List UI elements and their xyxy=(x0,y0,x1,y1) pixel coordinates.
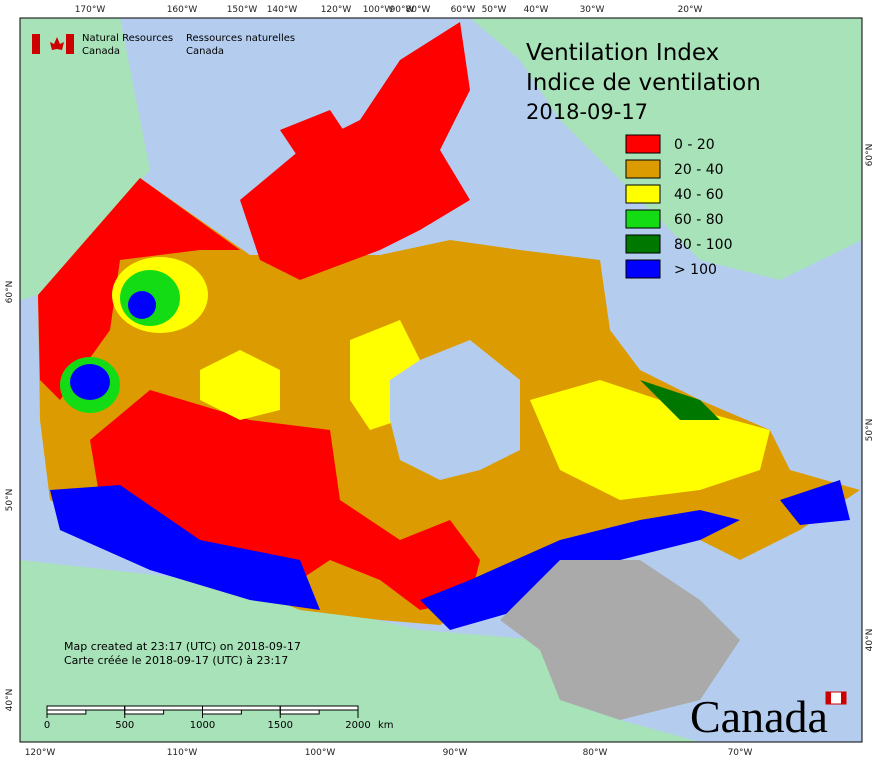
latitude-label: 50°N xyxy=(5,489,15,512)
longitude-label: 30°W xyxy=(580,5,605,15)
region-blue-blob xyxy=(70,364,110,400)
title-date: 2018-09-17 xyxy=(526,100,648,124)
footer-text: Map created at 23:17 (UTC) on 2018-09-17 xyxy=(64,640,301,653)
region-yellow-east xyxy=(530,380,770,500)
longitude-label: 160°W xyxy=(167,5,198,15)
usa xyxy=(20,560,700,742)
region-red-south xyxy=(90,390,480,610)
scale-segment xyxy=(279,705,359,711)
title: Ventilation Index xyxy=(526,40,719,66)
scale-segment xyxy=(124,705,203,711)
region-darkgreen xyxy=(640,380,720,420)
map-area xyxy=(19,17,863,743)
legend-swatch xyxy=(625,259,661,279)
region-red-nw xyxy=(38,178,240,400)
longitude-label: 80°W xyxy=(406,5,431,15)
longitude-label: 40°W xyxy=(524,5,549,15)
legend-swatch xyxy=(625,134,661,154)
agency-fr: Ressources naturelles xyxy=(186,33,295,44)
title: Indice de ventilation xyxy=(526,70,761,96)
latitude-label: 40°N xyxy=(5,689,15,712)
agency-fr: Canada xyxy=(186,46,224,57)
scale-label: 1000 xyxy=(190,720,215,731)
legend-swatch xyxy=(625,184,661,204)
latitude-label: 40°N xyxy=(865,629,875,652)
region-red-arctic xyxy=(240,22,470,280)
wordmark: Canada xyxy=(690,691,828,742)
longitude-label: 100°W xyxy=(305,748,336,758)
region-blue-maritime xyxy=(780,480,850,525)
legend-label: > 100 xyxy=(674,262,717,278)
legend-label: 0 - 20 xyxy=(674,137,715,153)
legend-label: 20 - 40 xyxy=(674,162,724,178)
region-blue-blob xyxy=(128,291,156,319)
map-frame xyxy=(19,17,863,743)
longitude-label: 60°W xyxy=(451,5,476,15)
longitude-label: 90°W xyxy=(443,748,468,758)
longitude-label: 120°W xyxy=(321,5,352,15)
longitude-label: 80°W xyxy=(583,748,608,758)
legend-label: 40 - 60 xyxy=(674,187,724,203)
hudson-bay xyxy=(390,340,520,480)
scale-label: 1500 xyxy=(268,720,293,731)
scale-segment xyxy=(202,705,281,711)
longitude-label: 20°W xyxy=(678,5,703,15)
scale-segment xyxy=(124,709,165,715)
latitude-label: 60°N xyxy=(5,281,15,304)
legend-swatch xyxy=(625,159,661,179)
legend-label: 60 - 80 xyxy=(674,212,724,228)
scale-segment xyxy=(202,709,242,715)
scale-segment xyxy=(46,705,126,711)
legend-swatch xyxy=(625,234,661,254)
flag-bar xyxy=(66,34,74,54)
scale-label: 500 xyxy=(115,720,134,731)
scale-segment xyxy=(279,709,320,715)
scale-label: 0 xyxy=(44,720,50,731)
longitude-label: 50°W xyxy=(482,5,507,15)
flag-bar xyxy=(841,692,846,704)
longitude-label: 140°W xyxy=(267,5,298,15)
legend: 0 - 20 20 - 40 40 - 60 60 - 80 80 - 100 > 100 xyxy=(625,134,733,279)
longitude-label: 70°W xyxy=(728,748,753,758)
region-blue-south xyxy=(50,485,320,610)
longitude-label: 170°W xyxy=(75,5,106,15)
longitude-label: 120°W xyxy=(25,748,56,758)
legend-label: 80 - 100 xyxy=(674,237,733,253)
scale-label: 2000 xyxy=(345,720,370,731)
canada-wordmark: Canada xyxy=(690,691,847,742)
longitude-label: 90°W xyxy=(390,5,415,15)
scale-bar: 0 500 1000 1500 2000 km xyxy=(44,705,394,731)
island xyxy=(280,110,350,160)
agency-en: Natural Resources xyxy=(82,33,173,44)
agency-en: Canada xyxy=(82,46,120,57)
latitude-label: 50°N xyxy=(865,419,875,442)
maple-leaf xyxy=(50,37,64,50)
longitude-label: 150°W xyxy=(227,5,258,15)
region-yellow-nw xyxy=(200,350,280,420)
flag-bar xyxy=(826,692,831,704)
latitude-label: 60°N xyxy=(865,144,875,167)
flag-bar xyxy=(32,34,40,54)
longitude-label: 110°W xyxy=(167,748,198,758)
longitude-label: 100°W xyxy=(363,5,394,15)
legend-swatch xyxy=(625,209,661,229)
nrcan-logo: Natural Resources Canada Ressources natu… xyxy=(32,33,295,57)
greenland xyxy=(470,18,862,280)
scale-unit: km xyxy=(378,720,394,731)
scale-segment xyxy=(46,709,87,715)
alaska xyxy=(20,18,150,300)
graticule-labels: 170°W 160°W 150°W 140°W 120°W 100°W90°W80°W 60… xyxy=(5,5,875,758)
no-data-area xyxy=(500,560,740,720)
footer-text: Carte créée le 2018-09-17 (UTC) à 23:17 xyxy=(64,654,288,667)
